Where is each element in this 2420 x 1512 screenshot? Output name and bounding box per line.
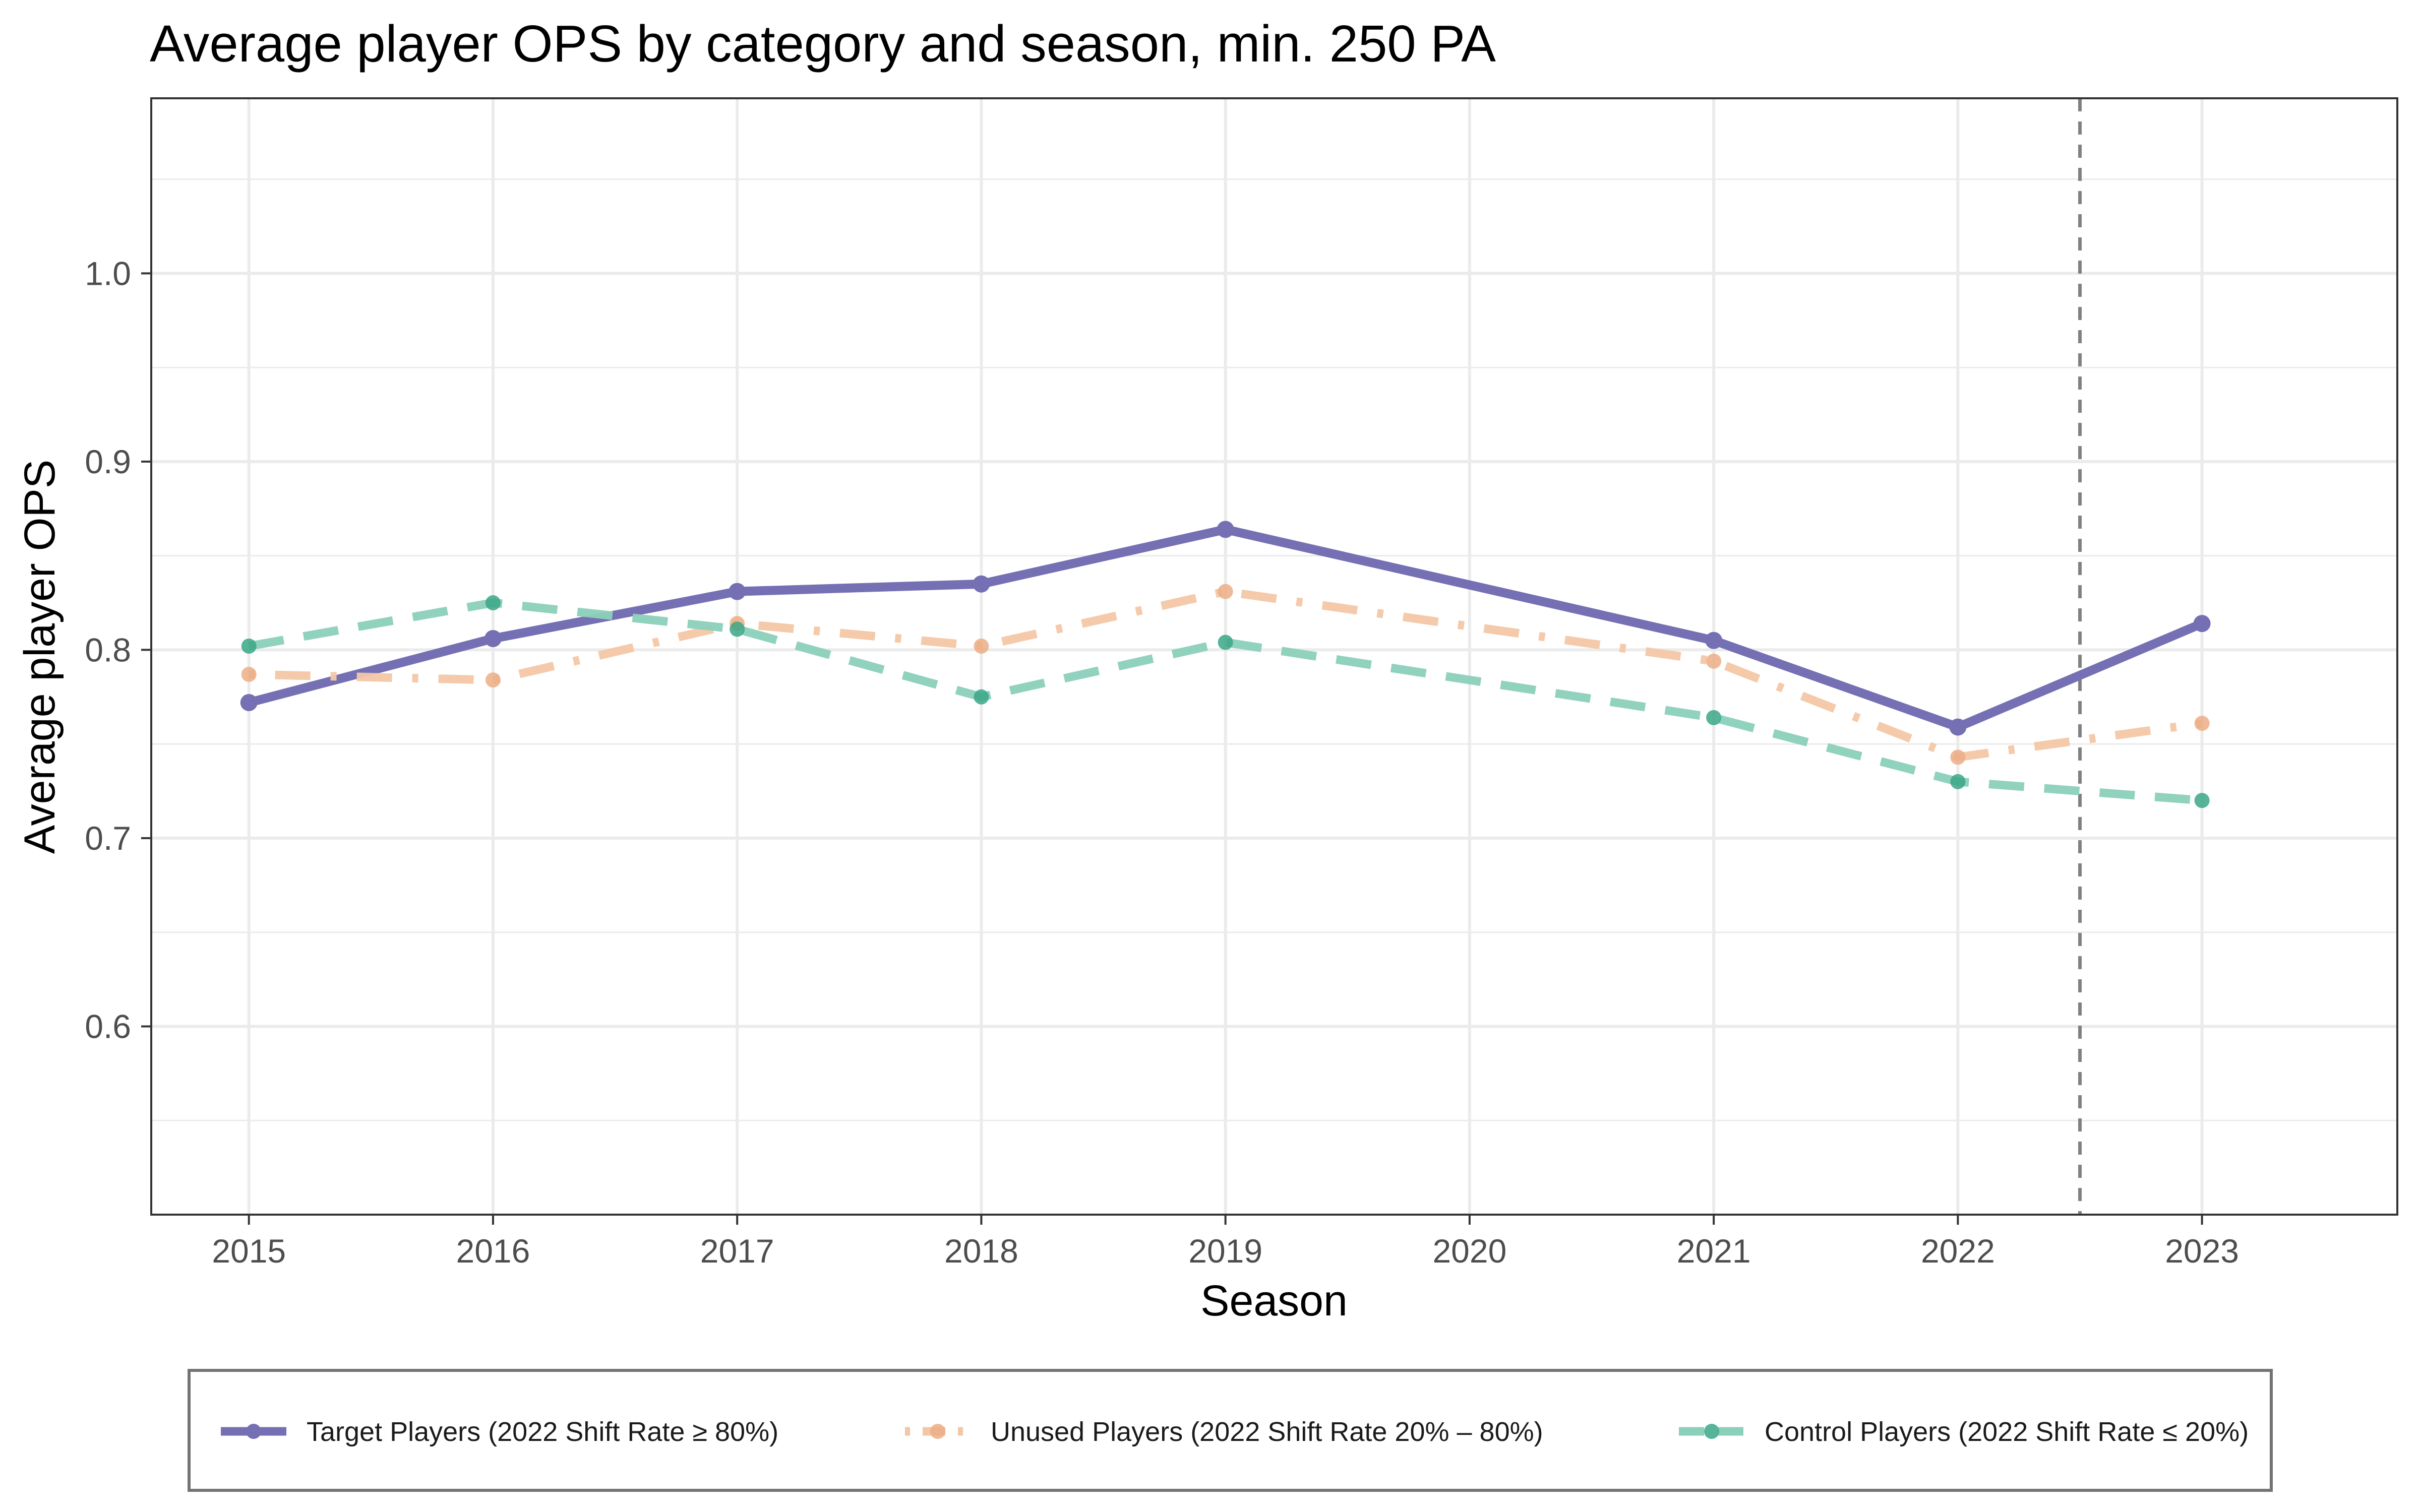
series-line-1	[248, 525, 2204, 732]
data-point	[973, 575, 990, 593]
data-point	[1706, 710, 1722, 725]
data-point	[240, 694, 258, 712]
data-point	[1706, 653, 1722, 669]
x-tick-label: 2015	[212, 1232, 286, 1270]
y-tick-label: 0.7	[85, 820, 131, 857]
data-point	[241, 638, 257, 654]
data-point	[1218, 584, 1233, 599]
x-tick-label: 2018	[944, 1232, 1018, 1270]
x-axis-ticks: 2015 2016 2017 2018 2019 2020 2021 2022 2023	[212, 1215, 2239, 1270]
series-line-2	[249, 587, 2203, 762]
legend-label: Unused Players (2022 Shift Rate 20% – 80…	[991, 1417, 1543, 1447]
data-point	[484, 630, 502, 648]
y-axis-ticks: 0.6 0.7 0.8 0.9 1.0	[85, 255, 151, 1045]
data-point	[974, 689, 989, 705]
series-line-3	[248, 598, 2203, 805]
x-axis-title: Season	[1200, 1277, 1348, 1325]
series-points	[240, 521, 2211, 808]
y-tick-label: 0.9	[85, 443, 131, 480]
data-point	[2194, 716, 2210, 731]
plot-panel-border	[150, 97, 2398, 1216]
x-tick-label: 2022	[1921, 1232, 1995, 1270]
data-point	[1950, 749, 1966, 765]
y-tick-label: 1.0	[85, 255, 131, 292]
data-point	[241, 666, 257, 682]
chart-title: Average player OPS by category and seaso…	[150, 15, 1496, 73]
plot-panel-background	[151, 98, 2397, 1215]
legend-label: Target Players (2022 Shift Rate ≥ 80%)	[307, 1417, 778, 1447]
x-tick-label: 2020	[1432, 1232, 1506, 1270]
legend-key-point	[1704, 1424, 1719, 1439]
data-point	[2194, 793, 2210, 808]
x-tick-label: 2019	[1188, 1232, 1262, 1270]
y-tick-label: 0.6	[85, 1007, 131, 1045]
series-lines	[248, 525, 2204, 805]
legend: Target Players (2022 Shift Rate ≥ 80%) Un…	[221, 1417, 2249, 1447]
data-point	[1218, 635, 1233, 650]
data-point	[485, 595, 501, 611]
legend-label: Control Players (2022 Shift Rate ≤ 20%)	[1765, 1417, 2249, 1447]
x-tick-label: 2016	[456, 1232, 530, 1270]
data-point	[485, 672, 501, 688]
data-point	[1950, 774, 1966, 789]
data-point	[730, 621, 745, 637]
y-tick-label: 0.8	[85, 631, 131, 668]
x-tick-label: 2023	[2165, 1232, 2239, 1270]
legend-key-point	[930, 1424, 945, 1439]
y-axis-title: Average player OPS	[16, 460, 64, 854]
data-point	[729, 583, 746, 600]
data-point	[974, 638, 989, 654]
data-point	[1217, 521, 1234, 538]
legend-box	[188, 1369, 2273, 1492]
data-point	[1705, 632, 1723, 649]
x-tick-label: 2017	[700, 1232, 774, 1270]
data-point	[2193, 615, 2211, 633]
x-tick-label: 2021	[1677, 1232, 1751, 1270]
legend-key-point	[246, 1424, 261, 1439]
data-point	[1949, 718, 1967, 736]
